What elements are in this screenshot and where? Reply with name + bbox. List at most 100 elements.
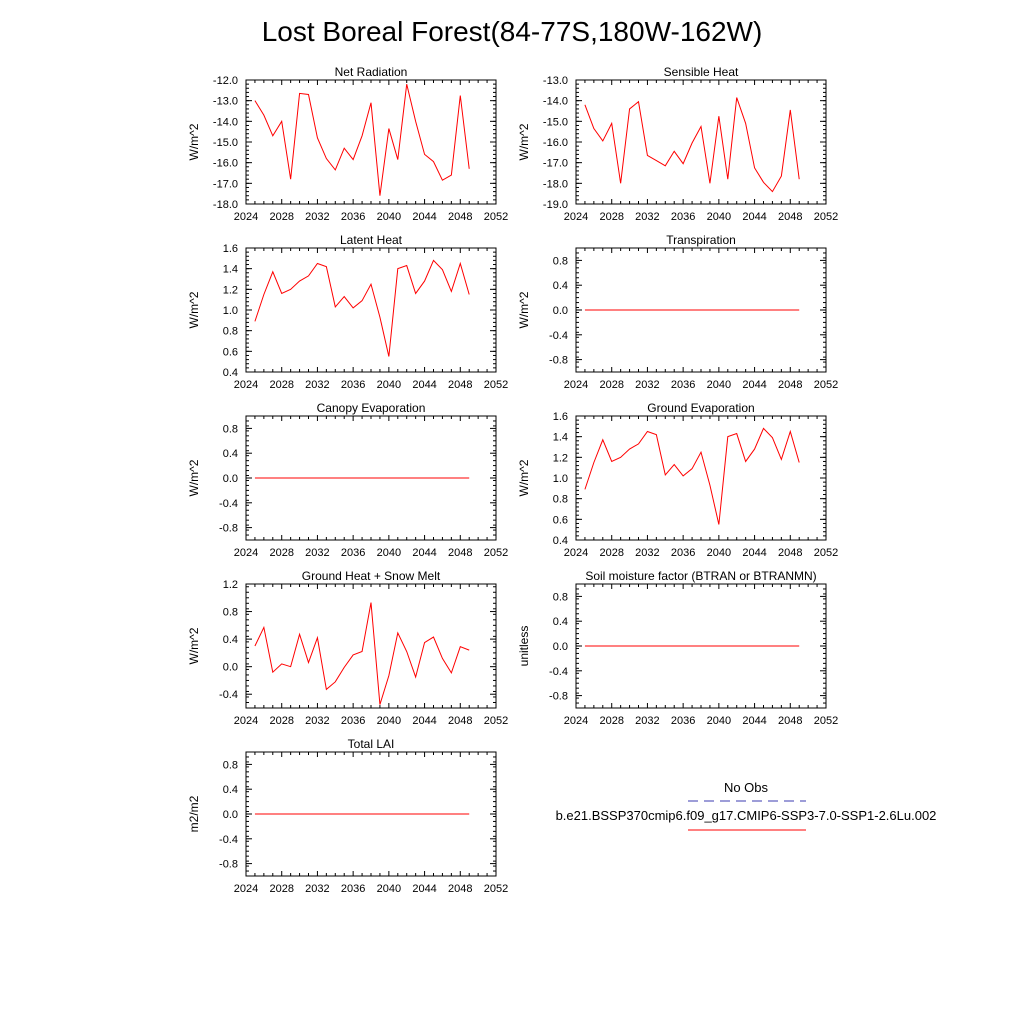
y-axis-label: W/m^2 — [187, 459, 201, 496]
y-tick-label: -18.0 — [213, 199, 238, 211]
x-tick-label: 2040 — [377, 379, 401, 391]
y-tick-label: 1.2 — [223, 284, 238, 296]
x-tick-label: 2044 — [412, 715, 436, 727]
y-tick-label: 1.2 — [223, 579, 238, 591]
x-tick-label: 2044 — [412, 379, 436, 391]
figure-title: Lost Boreal Forest(84-77S,180W-162W) — [262, 16, 763, 47]
panel-ground-evaporation: Ground Evaporation W/m^2 2024 2028 2032 2036 2… — [517, 401, 838, 559]
x-tick-label: 2044 — [742, 211, 766, 223]
y-tick-label: 0.6 — [223, 346, 238, 358]
series-line — [254, 602, 470, 705]
x-tick-label: 2024 — [234, 715, 258, 727]
series-line — [254, 84, 470, 196]
y-tick-label: 0.0 — [553, 641, 568, 653]
x-tick-label: 2028 — [269, 715, 293, 727]
y-tick-label: -0.4 — [219, 689, 238, 701]
panel-title: Net Radiation — [335, 65, 408, 79]
x-tick-label: 2036 — [671, 211, 695, 223]
x-tick-label: 2040 — [377, 211, 401, 223]
x-tick-label: 2040 — [377, 883, 401, 895]
x-tick-label: 2024 — [234, 211, 258, 223]
x-tick-label: 2044 — [412, 547, 436, 559]
x-tick-label: 2048 — [448, 883, 472, 895]
y-tick-label: 0.8 — [223, 759, 238, 771]
y-tick-label: 0.8 — [553, 494, 568, 506]
y-tick-label: -19.0 — [543, 199, 568, 211]
x-tick-label: 2052 — [814, 379, 838, 391]
y-tick-label: -14.0 — [543, 96, 568, 108]
y-tick-label: -0.8 — [549, 691, 568, 703]
y-axis-label: W/m^2 — [517, 459, 531, 496]
y-tick-label: 0.4 — [553, 535, 568, 547]
x-tick-label: 2032 — [305, 211, 329, 223]
series-line — [584, 427, 800, 525]
y-axis-label: W/m^2 — [187, 123, 201, 160]
panels: Net Radiation W/m^2 2024 2028 2032 2036 2040 20… — [187, 65, 838, 895]
legend-obs-label: No Obs — [724, 780, 769, 795]
x-tick-label: 2028 — [599, 211, 623, 223]
x-tick-label: 2036 — [341, 715, 365, 727]
x-tick-label: 2040 — [377, 715, 401, 727]
plot-frame — [575, 79, 827, 205]
y-tick-label: -0.8 — [549, 355, 568, 367]
y-tick-label: 0.8 — [223, 607, 238, 619]
x-tick-label: 2052 — [814, 547, 838, 559]
y-tick-label: -0.4 — [219, 834, 238, 846]
x-tick-label: 2052 — [484, 379, 508, 391]
y-tick-label: 0.4 — [223, 367, 238, 379]
x-tick-label: 2028 — [599, 715, 623, 727]
panel-ground-heat-snow-melt: Ground Heat + Snow Melt W/m^2 2024 2028 2032… — [187, 569, 508, 727]
y-tick-label: 0.4 — [223, 634, 238, 646]
y-tick-label: -0.4 — [549, 330, 568, 342]
x-tick-label: 2028 — [269, 547, 293, 559]
x-tick-label: 2044 — [742, 715, 766, 727]
y-tick-label: 0.8 — [223, 326, 238, 338]
panel-transpiration: Transpiration W/m^2 2024 2028 2032 2036 2040 20… — [517, 233, 838, 391]
x-tick-label: 2032 — [635, 379, 659, 391]
x-tick-label: 2032 — [305, 379, 329, 391]
x-tick-label: 2032 — [305, 547, 329, 559]
plot-frame — [245, 247, 497, 373]
x-tick-label: 2052 — [814, 715, 838, 727]
panel-title: Soil moisture factor (BTRAN or BTRANMN) — [585, 569, 816, 583]
x-tick-label: 2052 — [814, 211, 838, 223]
x-tick-label: 2024 — [564, 211, 588, 223]
panel-title: Transpiration — [666, 233, 736, 247]
x-tick-label: 2024 — [234, 883, 258, 895]
x-tick-label: 2032 — [305, 883, 329, 895]
y-tick-label: 1.6 — [553, 411, 568, 423]
y-tick-label: -17.0 — [213, 178, 238, 190]
x-tick-label: 2040 — [377, 547, 401, 559]
x-tick-label: 2028 — [599, 379, 623, 391]
x-tick-label: 2032 — [635, 211, 659, 223]
y-axis-label: unitless — [517, 626, 531, 667]
x-tick-label: 2036 — [671, 547, 695, 559]
y-tick-label: 0.8 — [553, 591, 568, 603]
x-tick-label: 2044 — [412, 211, 436, 223]
y-tick-label: -0.8 — [219, 523, 238, 535]
y-tick-label: 0.8 — [553, 255, 568, 267]
x-tick-label: 2048 — [778, 547, 802, 559]
x-tick-label: 2052 — [484, 715, 508, 727]
x-tick-label: 2044 — [742, 379, 766, 391]
y-tick-label: 0.4 — [553, 616, 568, 628]
x-tick-label: 2028 — [269, 211, 293, 223]
x-tick-label: 2052 — [484, 211, 508, 223]
x-tick-label: 2040 — [707, 547, 731, 559]
x-tick-label: 2044 — [412, 883, 436, 895]
x-tick-label: 2036 — [341, 379, 365, 391]
panel-title: Latent Heat — [340, 233, 403, 247]
panel-title: Ground Evaporation — [647, 401, 754, 415]
y-tick-label: 1.2 — [553, 452, 568, 464]
panel-canopy-evaporation: Canopy Evaporation W/m^2 2024 2028 2032 2036 2… — [187, 401, 508, 559]
x-tick-label: 2040 — [707, 211, 731, 223]
y-tick-label: 0.4 — [223, 448, 238, 460]
x-tick-label: 2032 — [635, 715, 659, 727]
x-tick-label: 2048 — [448, 211, 472, 223]
y-tick-label: 0.0 — [223, 809, 238, 821]
y-tick-label: 1.0 — [553, 473, 568, 485]
y-axis-label: m2/m2 — [187, 795, 201, 832]
y-tick-label: -0.4 — [549, 666, 568, 678]
panel-latent-heat: Latent Heat W/m^2 2024 2028 2032 2036 2040 2044… — [187, 233, 508, 391]
x-tick-label: 2052 — [484, 883, 508, 895]
